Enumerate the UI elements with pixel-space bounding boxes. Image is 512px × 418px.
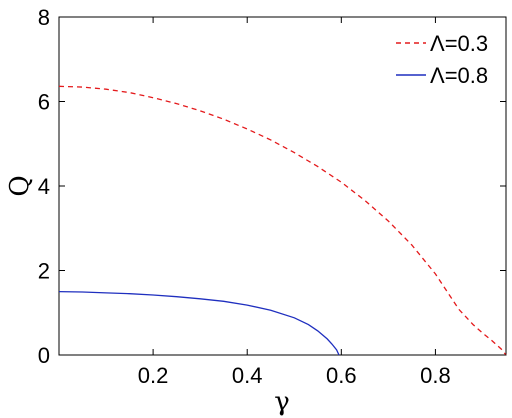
series-line-1	[58, 290, 340, 356]
y-tick-label: 2	[38, 259, 50, 284]
series-line-0	[58, 85, 507, 356]
legend: Λ=0.3 Λ=0.8	[396, 31, 488, 88]
y-tick-label: 6	[38, 90, 50, 115]
y-axis-label: Q	[5, 175, 35, 196]
x-tick-label: 0.2	[138, 363, 169, 388]
y-tick-label: 0	[38, 343, 50, 368]
y-tick-label: 8	[38, 5, 50, 30]
x-tick-label: 0.6	[326, 363, 357, 388]
x-axis-label: γ	[274, 387, 290, 417]
legend-label-lambda-0-3: Λ=0.3	[430, 31, 488, 56]
x-tick-label: 0.8	[420, 363, 451, 388]
tick-layer: 0.2 0.4 0.6 0.8 0 2 4 6 8	[38, 5, 506, 388]
series-layer	[58, 85, 507, 356]
plot-area	[58, 16, 507, 356]
y-tick-label: 4	[38, 174, 50, 199]
x-tick-label: 0.4	[232, 363, 263, 388]
legend-label-lambda-0-8: Λ=0.8	[430, 63, 488, 88]
